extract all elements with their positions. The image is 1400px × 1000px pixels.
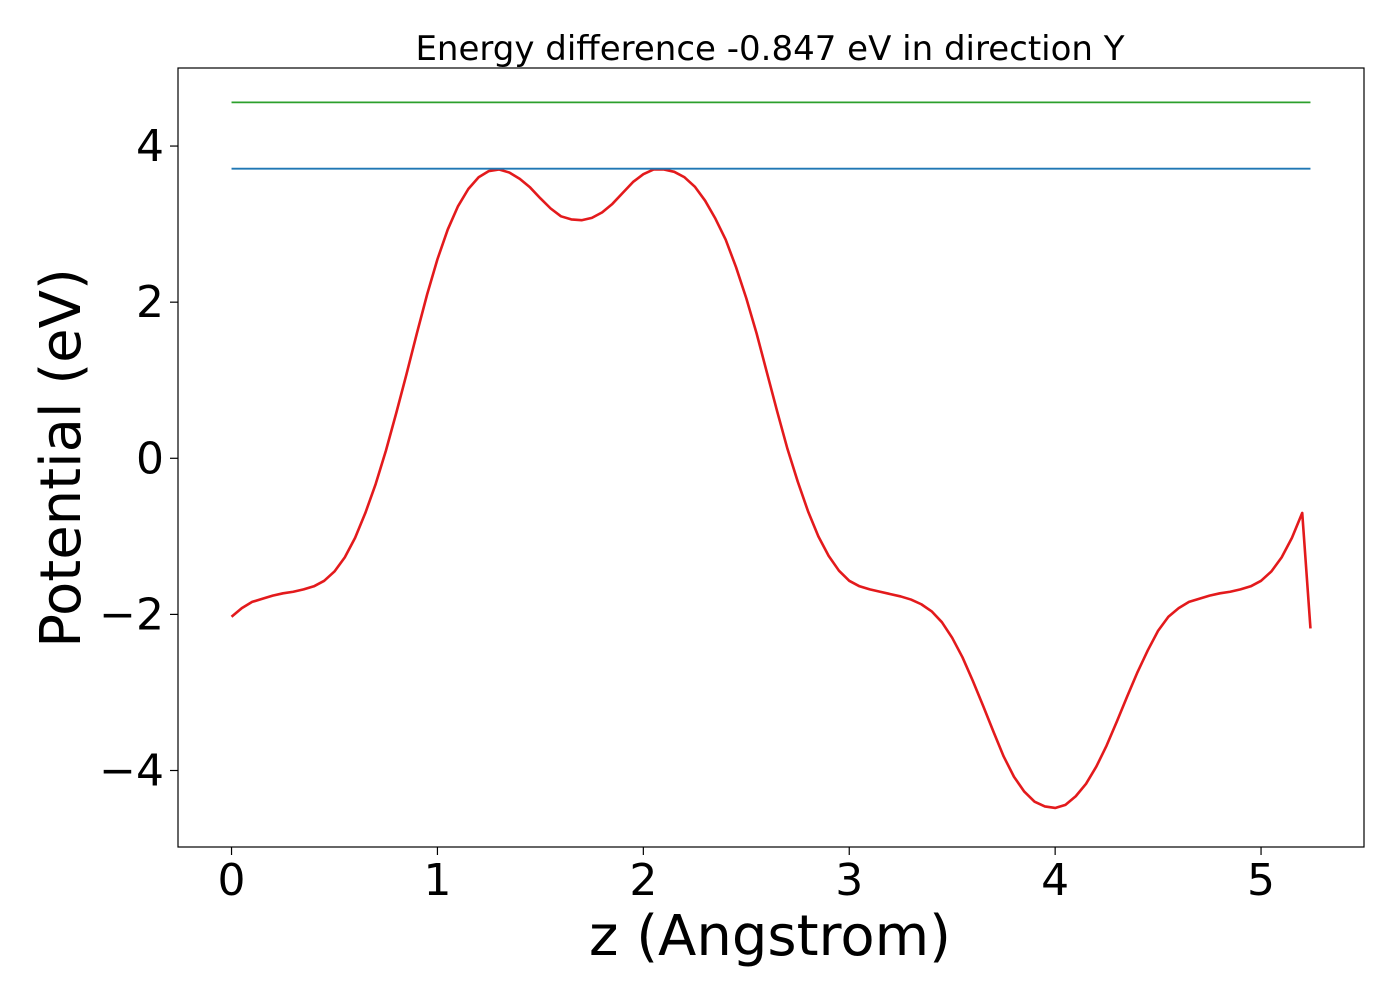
chart-title: Energy difference -0.847 eV in direction…: [415, 29, 1124, 69]
x-tick-label: 5: [1247, 855, 1275, 906]
x-tick-label: 2: [629, 855, 657, 906]
x-tick-label: 4: [1041, 855, 1069, 906]
y-tick-label: −4: [99, 746, 164, 797]
y-tick-label: −2: [99, 589, 164, 640]
series-line-0: [230, 168, 1312, 810]
axes-frame: [177, 67, 1365, 848]
plot-area: 0 1 2 3 4 5 −4 −2 0 2 4: [99, 67, 1365, 906]
y-tick-label: 2: [136, 277, 164, 328]
x-tick-label: 0: [218, 855, 246, 906]
x-tick-label: 3: [835, 855, 863, 906]
y-tick-label: 0: [136, 433, 164, 484]
x-tick-label: 1: [423, 855, 451, 906]
y-axis-label: Potential (eV): [29, 268, 94, 648]
x-axis-label: z (Angstrom): [589, 904, 951, 969]
y-tick-label: 4: [136, 121, 164, 172]
